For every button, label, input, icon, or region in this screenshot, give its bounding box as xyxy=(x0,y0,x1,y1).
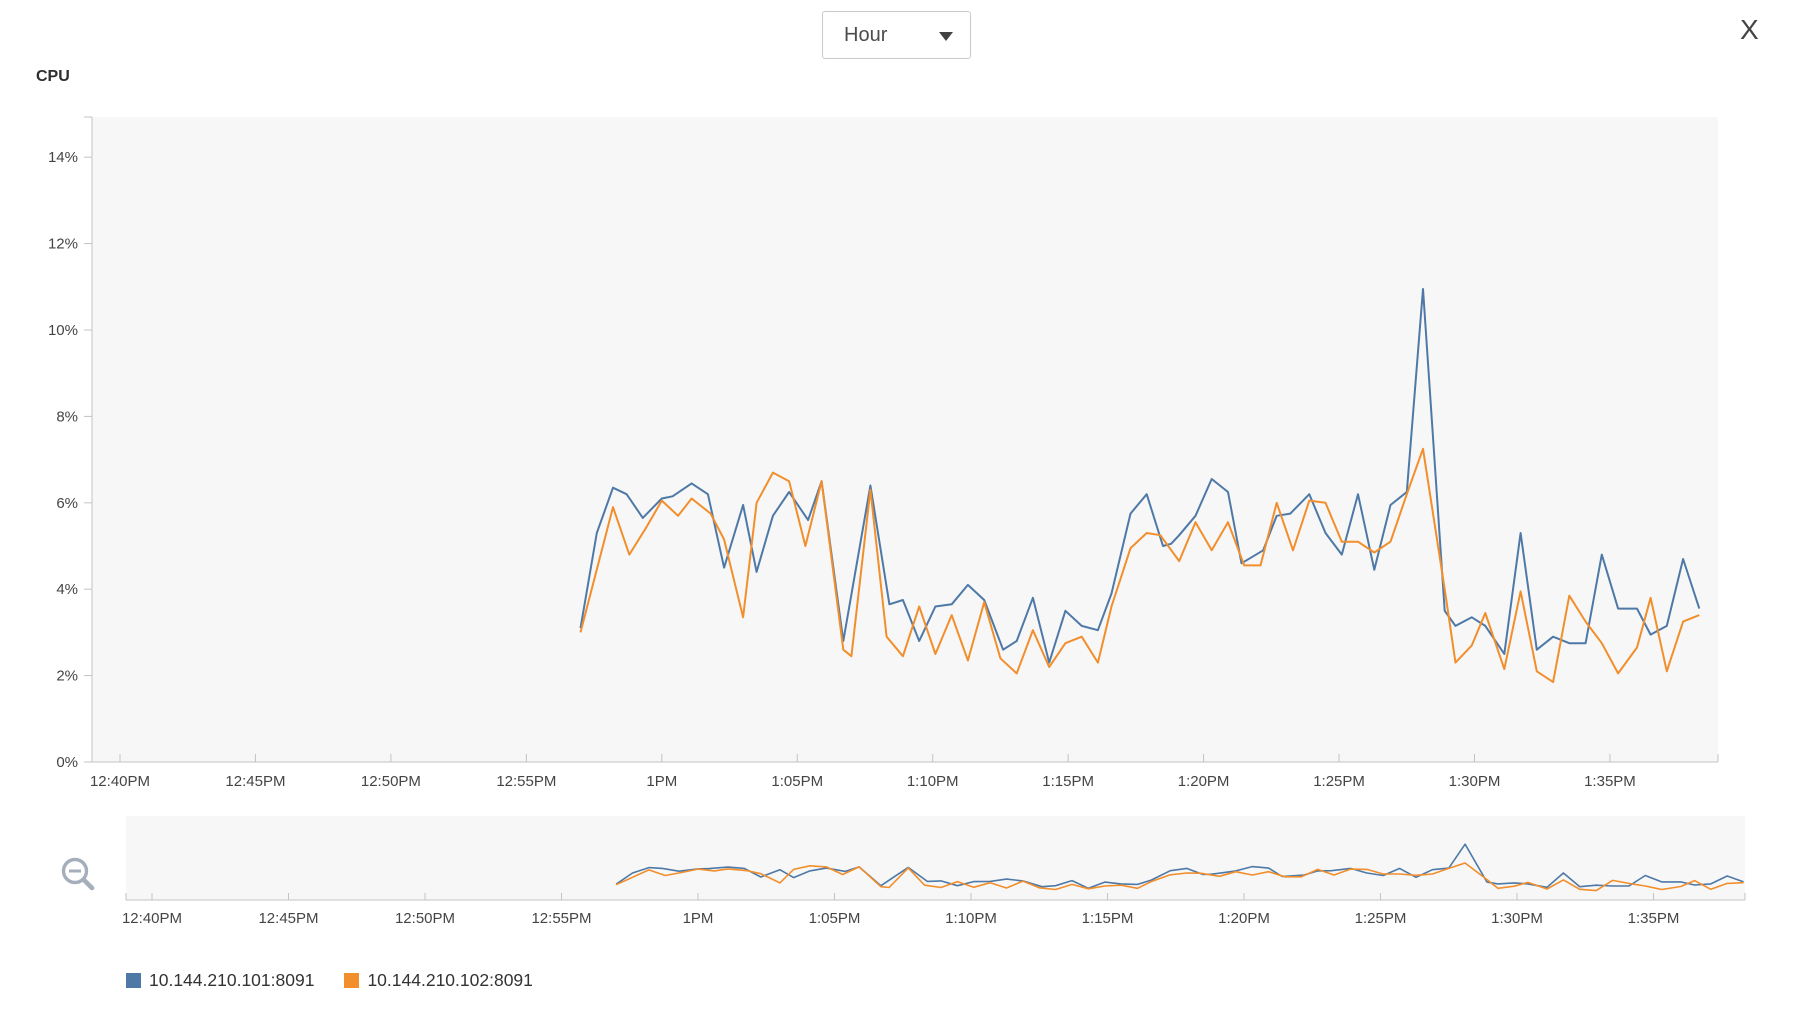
overview-x-tick-label: 12:40PM xyxy=(122,910,182,927)
x-tick-label: 1:05PM xyxy=(771,773,823,790)
y-tick-label: 14% xyxy=(48,149,78,166)
overview-x-tick-label: 1:10PM xyxy=(945,910,997,927)
legend: 10.144.210.101:8091 10.144.210.102:8091 xyxy=(126,970,533,991)
overview-x-tick-label: 1:05PM xyxy=(809,910,861,927)
y-tick-label: 0% xyxy=(56,754,78,771)
x-tick-label: 1:10PM xyxy=(907,773,959,790)
x-tick-label: 1:20PM xyxy=(1178,773,1230,790)
page-title: CPU xyxy=(36,68,70,85)
legend-label: 10.144.210.102:8091 xyxy=(367,970,533,990)
zoom-out-magnifier-icon xyxy=(61,857,95,891)
main-series-line-2 xyxy=(579,447,1700,684)
x-tick-label: 12:40PM xyxy=(90,773,150,790)
y-tick-label: 2% xyxy=(56,668,78,685)
main-plot-area[interactable] xyxy=(92,117,1718,762)
overview-x-tick-label: 12:50PM xyxy=(395,910,455,927)
legend-item-10.144.210.101:8091[interactable]: 10.144.210.101:8091 xyxy=(126,970,314,991)
overview-x-tick-label: 12:45PM xyxy=(258,910,318,927)
chevron-down-icon xyxy=(939,32,953,41)
x-tick-label: 12:50PM xyxy=(361,773,421,790)
overview-x-tick-label: 1PM xyxy=(683,910,714,927)
x-tick-label: 1:25PM xyxy=(1313,773,1365,790)
overview-x-tick-label: 1:20PM xyxy=(1218,910,1270,927)
x-tick-label: 1:15PM xyxy=(1042,773,1094,790)
y-tick-label: 8% xyxy=(56,408,78,425)
overview-series-line-1 xyxy=(615,843,1744,890)
x-tick-label: 1:30PM xyxy=(1449,773,1501,790)
legend-swatch-icon xyxy=(126,973,141,988)
overview-x-tick-label: 1:30PM xyxy=(1491,910,1543,927)
overview-x-tick-label: 1:25PM xyxy=(1355,910,1407,927)
y-tick-label: 12% xyxy=(48,236,78,253)
time-granularity-value: Hour xyxy=(844,23,888,46)
y-tick-label: 10% xyxy=(48,322,78,339)
y-tick-label: 4% xyxy=(56,581,78,598)
x-tick-label: 1:35PM xyxy=(1584,773,1636,790)
close-button[interactable]: X xyxy=(1736,12,1763,48)
y-tick-label: 6% xyxy=(56,495,78,512)
x-tick-label: 12:55PM xyxy=(496,773,556,790)
zoom-out-button[interactable] xyxy=(58,855,102,904)
close-icon: X xyxy=(1740,14,1759,45)
legend-swatch-icon xyxy=(344,973,360,988)
time-granularity-dropdown[interactable]: Hour xyxy=(822,11,971,59)
overview-x-tick-label: 1:35PM xyxy=(1628,910,1680,927)
overview-series-line-2 xyxy=(615,862,1744,892)
x-tick-label: 1PM xyxy=(646,773,677,790)
legend-item-10.144.210.102:8091[interactable]: 10.144.210.102:8091 xyxy=(344,970,533,991)
overview-x-tick-label: 1:15PM xyxy=(1082,910,1134,927)
main-series-line-1 xyxy=(579,288,1701,664)
x-tick-label: 12:45PM xyxy=(225,773,285,790)
overview-x-tick-label: 12:55PM xyxy=(531,910,591,927)
legend-label: 10.144.210.101:8091 xyxy=(149,970,315,990)
